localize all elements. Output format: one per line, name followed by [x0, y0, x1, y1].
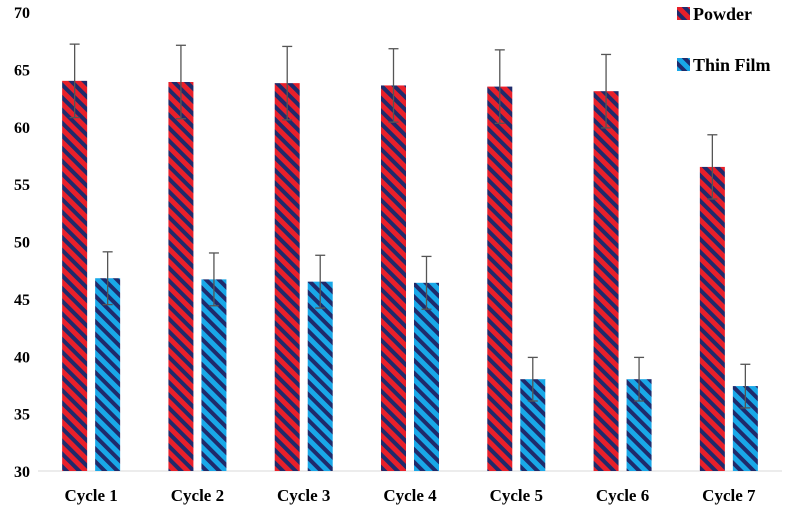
x-category-label: Cycle 1: [64, 486, 117, 505]
y-tick-label: 30: [14, 464, 30, 481]
error-bar: [601, 53, 612, 129]
error-bar: [421, 255, 432, 310]
legend-item: Powder: [677, 4, 752, 24]
bar-thin-film: [95, 278, 121, 471]
y-tick-label: 45: [14, 292, 30, 309]
bar-powder: [62, 80, 88, 471]
legend-swatch: [677, 58, 690, 71]
legend-label: Thin Film: [693, 55, 771, 75]
bar-powder: [593, 91, 619, 472]
error-bar: [388, 48, 399, 123]
bar-powder: [381, 85, 406, 471]
bar-powder: [274, 83, 300, 472]
x-category-label: Cycle 5: [490, 486, 543, 505]
error-bar: [527, 356, 538, 402]
bar-powder: [168, 81, 194, 471]
error-bar: [634, 356, 645, 402]
y-tick-label: 55: [14, 177, 30, 194]
y-tick-label: 35: [14, 407, 30, 424]
error-bar: [175, 44, 186, 120]
x-axis-labels: Cycle 1 Cycle 2 Cycle 3 Cycle 4 Cycle 5 Cycle…: [64, 486, 756, 505]
bar-powder: [699, 166, 725, 471]
y-axis: 30 35 40 45 50 55 60 65 70: [14, 5, 30, 481]
x-category-label: Cycle 3: [277, 486, 330, 505]
x-category-label: Cycle 4: [383, 486, 437, 505]
error-bar: [494, 49, 505, 124]
x-category-label: Cycle 6: [596, 486, 649, 505]
error-bars: [69, 43, 751, 409]
bar-thin-film: [201, 279, 227, 471]
legend-item: Thin Film: [677, 55, 771, 75]
bars: [62, 80, 758, 472]
error-bar: [208, 252, 219, 307]
error-bar: [69, 43, 80, 119]
bar-thin-film: [414, 282, 439, 471]
bar-powder: [487, 86, 513, 472]
legend-swatch: [677, 7, 690, 20]
error-bar: [740, 363, 751, 409]
legend: Powder Thin Film: [677, 4, 771, 75]
y-tick-label: 50: [14, 235, 30, 252]
error-bar: [315, 254, 326, 309]
bar-thin-film: [307, 281, 333, 471]
x-category-label: Cycle 7: [702, 486, 756, 505]
error-bar: [282, 45, 293, 121]
x-category-label: Cycle 2: [171, 486, 224, 505]
legend-label: Powder: [693, 4, 752, 24]
y-tick-label: 60: [14, 120, 30, 137]
y-tick-label: 65: [14, 62, 30, 79]
y-tick-label: 40: [14, 349, 30, 366]
error-bar: [102, 251, 113, 306]
y-tick-label: 70: [14, 5, 30, 22]
error-bar: [707, 134, 718, 200]
